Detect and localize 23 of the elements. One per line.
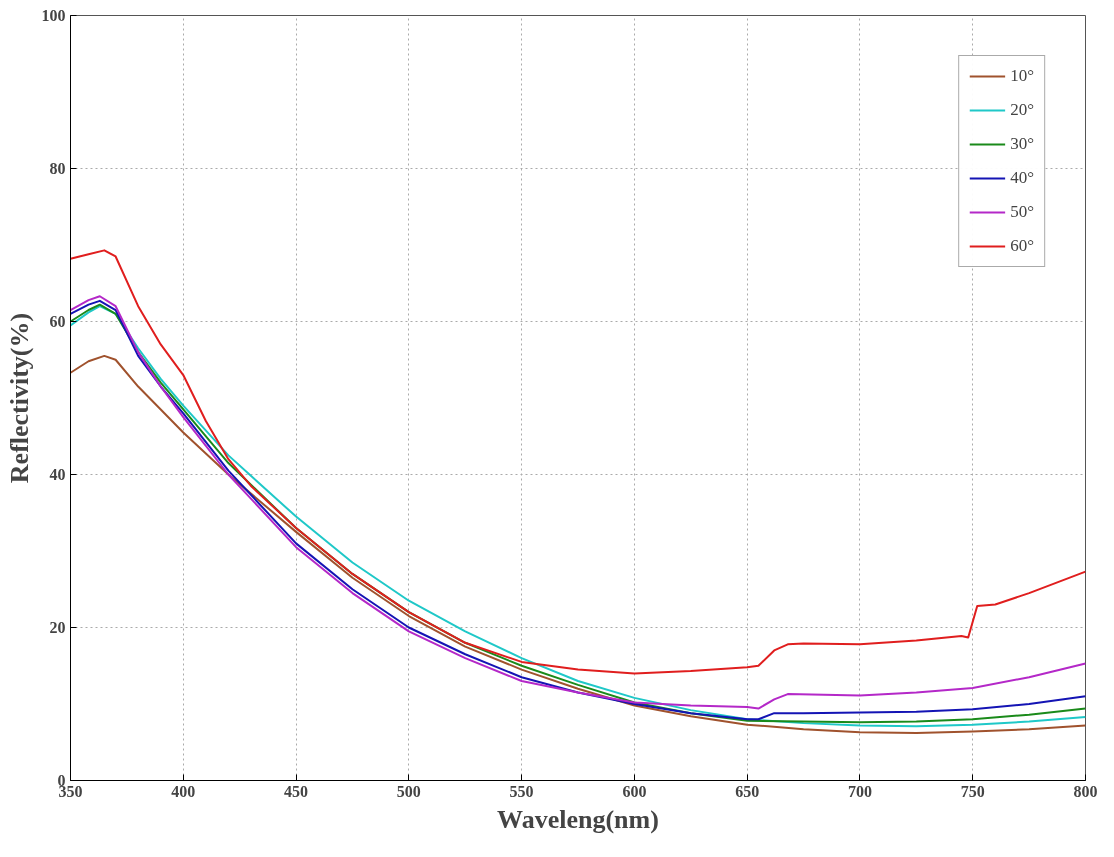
legend-label: 50° — [1010, 202, 1034, 222]
x-tick-label: 500 — [396, 782, 421, 800]
x-tick-label: 800 — [1073, 782, 1098, 800]
legend-label: 60° — [1010, 236, 1034, 256]
legend-label: 10° — [1010, 66, 1034, 86]
legend-label: 30° — [1010, 134, 1034, 154]
y-tick-label: 100 — [41, 7, 66, 24]
x-tick-label: 650 — [735, 782, 760, 800]
x-tick-label: 450 — [284, 782, 309, 800]
x-tick-label: 750 — [960, 782, 985, 800]
x-axis-title: Waveleng(nm) — [497, 804, 659, 834]
x-tick-label: 700 — [847, 782, 872, 800]
y-tick-label: 20 — [49, 619, 66, 636]
x-tick-label: 400 — [171, 782, 196, 800]
legend-label: 20° — [1010, 100, 1034, 120]
y-tick-label: 40 — [49, 466, 66, 483]
y-tick-label: 60 — [49, 313, 66, 330]
legend-label: 40° — [1010, 168, 1034, 188]
y-axis-title: Reflectivity(%) — [4, 312, 34, 484]
y-tick-label: 80 — [49, 160, 66, 177]
x-tick-label: 550 — [509, 782, 534, 800]
line-series — [70, 249, 1086, 675]
x-tick-label: 600 — [622, 782, 647, 800]
